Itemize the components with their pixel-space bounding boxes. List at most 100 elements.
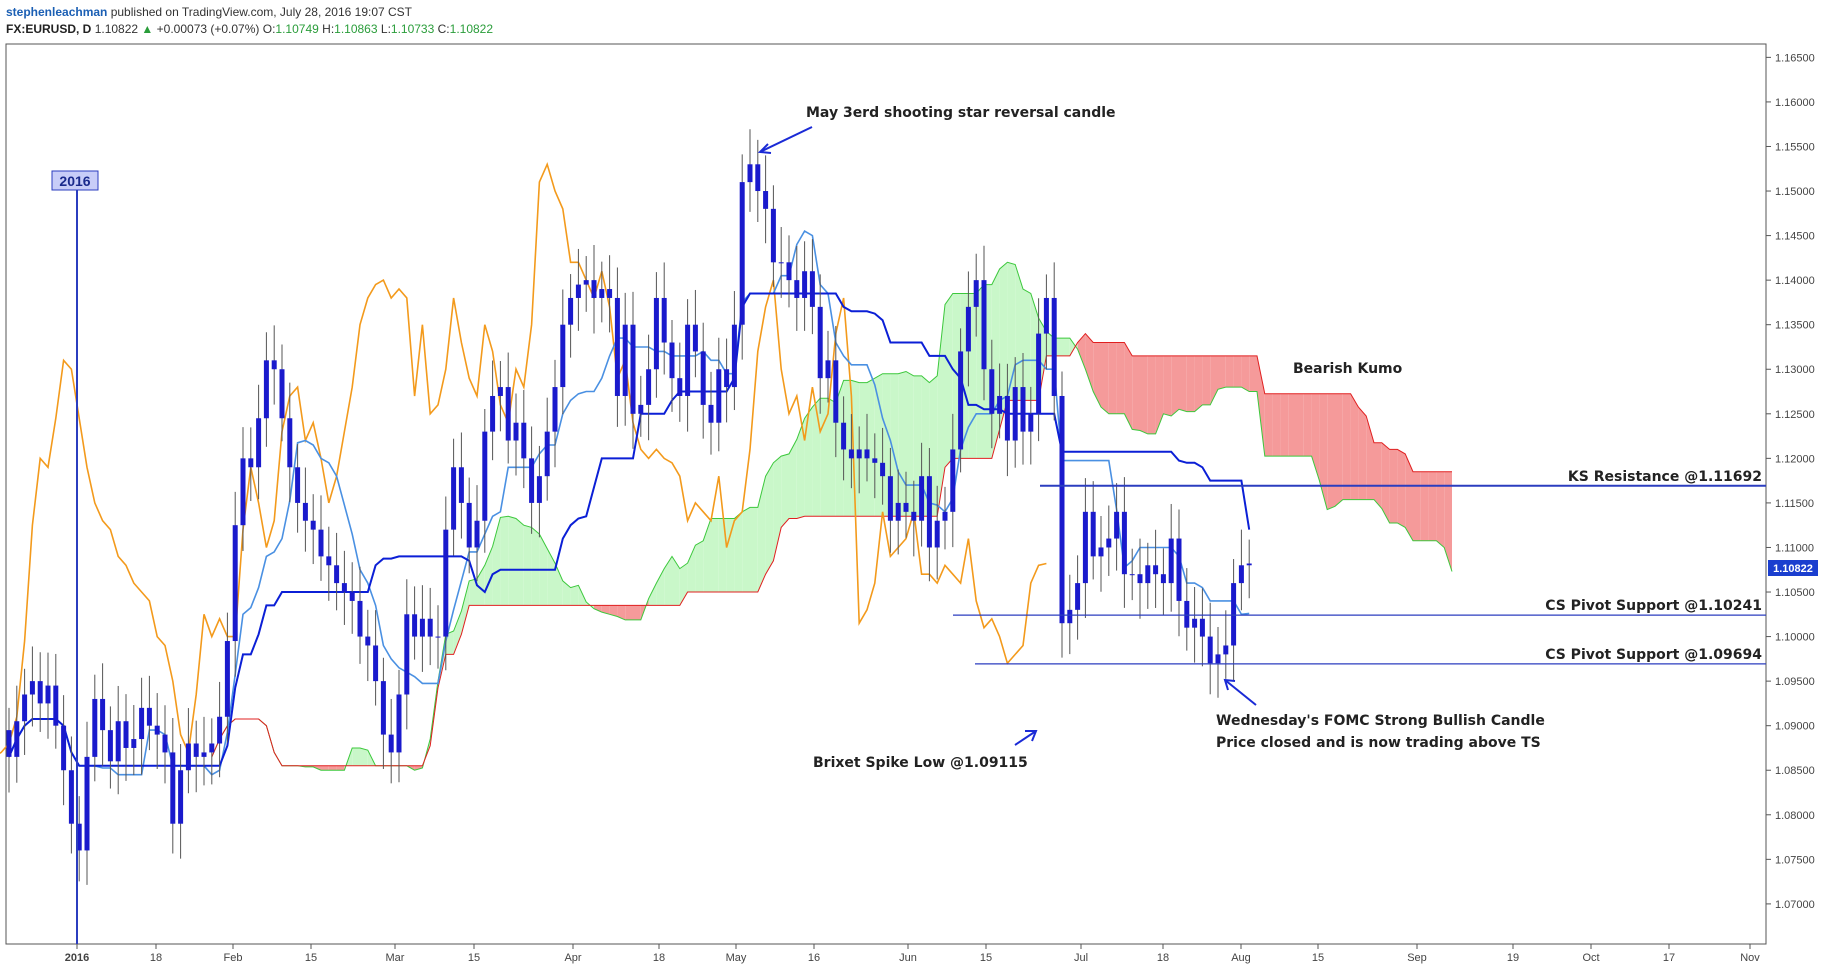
candle-body: [770, 208, 776, 263]
open-value: 1.10749: [275, 22, 319, 36]
bearish-cloud-segment: [1311, 393, 1320, 481]
candle-body: [856, 449, 862, 459]
candle-body: [817, 306, 823, 379]
candle-body: [1199, 618, 1205, 637]
y-tick-label: 1.11500: [1775, 498, 1814, 510]
author-link[interactable]: stephenleachman: [6, 5, 108, 19]
bullish-cloud-segment: [461, 580, 470, 635]
annotation-brexit-low: Brixet Spike Low @1.09115: [813, 755, 1028, 771]
candle-body: [302, 502, 308, 521]
candle-body: [240, 458, 246, 526]
bullish-cloud-segment: [1015, 264, 1023, 401]
bearish-cloud-segment: [1280, 393, 1289, 457]
bearish-cloud-segment: [609, 605, 618, 617]
bearish-cloud-segment: [1140, 355, 1148, 434]
candle-body: [193, 743, 199, 757]
candle-body: [326, 556, 332, 566]
candle-body: [809, 271, 815, 307]
annotation-fomc-line2: Price closed and is now trading above TS: [1216, 735, 1541, 751]
candle-body: [185, 743, 191, 771]
candle-body: [100, 698, 106, 731]
bearish-cloud-segment: [633, 605, 641, 620]
y-tick-label: 1.13000: [1775, 364, 1815, 376]
candle-body: [474, 520, 480, 548]
time-axis[interactable]: 2016 18 Feb 15 Mar 15 Apr 18 May 16 Jun 15 Jul 18 Aug 1…: [65, 944, 1761, 964]
senkou-span-a-line: [211, 261, 1453, 771]
candle-body: [1098, 547, 1104, 557]
x-tick-label: 19: [1507, 952, 1519, 964]
candle-body: [802, 271, 808, 298]
level-label: KS Resistance @1.11692: [1568, 469, 1762, 485]
y-tick-label: 1.13500: [1775, 320, 1815, 332]
candle-body: [630, 324, 636, 414]
candle-body: [880, 462, 886, 477]
candle-body: [412, 614, 418, 637]
close-label: C:: [437, 22, 450, 36]
bullish-cloud-segment: [1062, 338, 1070, 356]
candle-body: [1215, 654, 1221, 664]
bullish-cloud-segment: [937, 304, 945, 517]
candle-body: [1129, 574, 1135, 576]
y-tick-label: 1.12500: [1775, 409, 1815, 421]
candle-body: [154, 725, 160, 735]
bearish-cloud-segment: [1327, 393, 1335, 510]
x-tick-label: Feb: [224, 952, 243, 964]
price-axis[interactable]: 1.16500 1.16000 1.15500 1.15000 1.14500 1.140…: [1766, 52, 1815, 911]
bearish-cloud-segment: [594, 605, 602, 613]
bearish-cloud-segment: [1155, 355, 1164, 434]
bearish-cloud-segment: [1241, 355, 1250, 392]
chart-header: stephenleachman published on TradingView…: [6, 4, 493, 38]
candle-body: [973, 280, 979, 307]
candle-body: [1004, 395, 1010, 441]
up-arrow-icon: ▲: [141, 22, 154, 36]
bullish-cloud-segment: [812, 398, 821, 517]
candle-body: [716, 369, 722, 423]
candle-body: [513, 422, 519, 441]
bullish-cloud-segment: [508, 516, 516, 606]
candle-body: [794, 280, 800, 298]
candle-body: [739, 182, 745, 325]
ichimoku-lines: [0, 161, 1453, 776]
bullish-cloud-segment: [945, 293, 953, 468]
candle-body: [536, 476, 542, 503]
candle-body: [1012, 387, 1018, 441]
bearish-cloud-segment: [1288, 393, 1296, 457]
candle-body: [396, 694, 402, 753]
bullish-cloud-segment: [453, 610, 462, 655]
symbol-label[interactable]: FX:EURUSD, D: [6, 22, 92, 36]
candle-body: [1082, 511, 1088, 584]
x-tick-label: Nov: [1740, 952, 1760, 964]
x-tick-label: 15: [468, 952, 480, 964]
bullish-cloud-segment: [555, 563, 563, 606]
candle-body: [989, 369, 995, 414]
candle-body: [451, 467, 457, 530]
annotation-bearish-kumo: Bearish Kumo: [1293, 361, 1403, 377]
x-tick-label: Jul: [1074, 952, 1088, 964]
candle-body: [1137, 574, 1143, 584]
candle-body: [1028, 413, 1034, 432]
high-value: 1.10863: [334, 22, 378, 36]
candle-body: [778, 262, 784, 264]
candle-body: [37, 681, 43, 704]
y-tick-label: 1.09000: [1775, 721, 1815, 733]
candle-body: [22, 694, 28, 722]
bearish-cloud-segment: [1225, 355, 1234, 388]
bullish-cloud-segment: [750, 507, 758, 593]
candle-body: [310, 520, 316, 530]
candle-body: [607, 289, 613, 298]
candle-body: [256, 418, 262, 468]
bullish-cloud-segment: [547, 548, 555, 606]
x-tick-label: 18: [1157, 952, 1169, 964]
candle-body: [848, 449, 854, 459]
bullish-cloud-segment: [523, 525, 532, 606]
level-label: CS Pivot Support @1.10241: [1545, 598, 1762, 614]
candle-body: [1145, 565, 1151, 584]
candle-body: [1051, 297, 1057, 396]
candle-body: [646, 369, 652, 405]
candle-body: [232, 525, 238, 642]
bearish-cloud-segment: [321, 765, 329, 771]
kijun-sen-line: [8, 292, 1251, 767]
candle-body: [349, 592, 355, 601]
x-tick-label: 15: [980, 952, 992, 964]
